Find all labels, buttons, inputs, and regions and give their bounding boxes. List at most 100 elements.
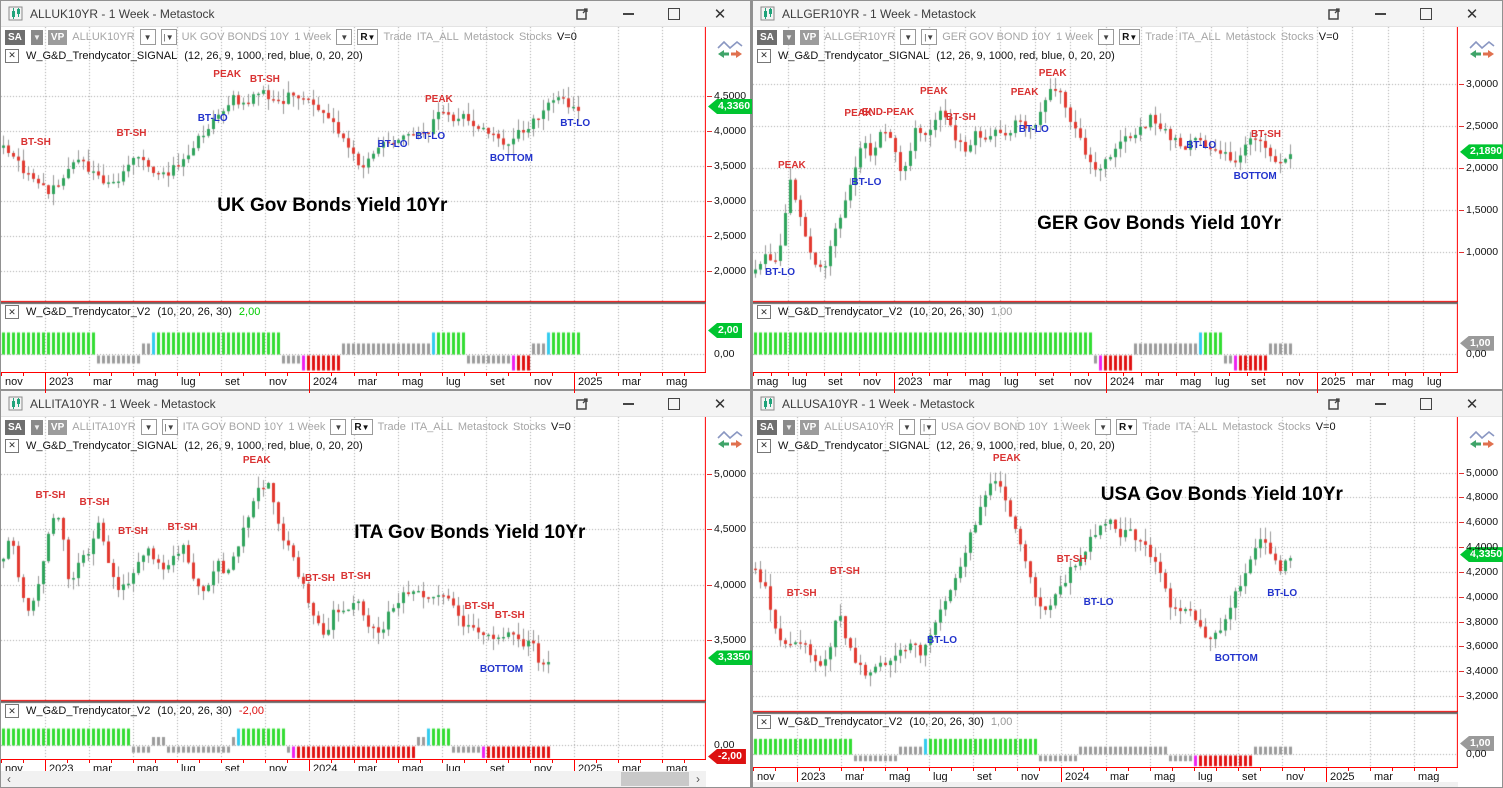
sa-dropdown-icon[interactable]: ▼ xyxy=(30,419,43,435)
vp-button[interactable]: VP xyxy=(799,419,820,435)
trend-signal-icon[interactable] xyxy=(716,39,744,64)
x-checkbox-icon[interactable]: ✕ xyxy=(757,48,771,63)
sa-button[interactable]: SA xyxy=(5,419,25,435)
sa-button[interactable]: SA xyxy=(757,29,777,45)
chart-area[interactable]: SA ▼ VP ALLITA10YR ▼ |▼ ITA GOV BOND 10Y … xyxy=(1,417,707,787)
trend-signal-icon[interactable] xyxy=(1468,39,1496,64)
x-checkbox-icon[interactable]: ✕ xyxy=(757,438,771,453)
time-tick xyxy=(1194,768,1195,771)
signal-indicator-row: ✕ W_G&D_Trendycator_SIGNAL (12, 26, 9, 1… xyxy=(753,437,1461,454)
price-tick-label: 2,5000 xyxy=(1466,120,1499,133)
type-label: Stocks xyxy=(1280,31,1314,43)
price-plot[interactable]: UK Gov Bonds Yield 10Yr BT-SH BT-SH PEAK BT… xyxy=(1,64,706,301)
price-plot[interactable]: GER Gov Bonds Yield 10Yr PEAK PEAK END-PEA… xyxy=(753,64,1458,301)
time-tick xyxy=(67,760,68,763)
titlebar[interactable]: ALLGER10YR - 1 Week - Metastock ✕ xyxy=(753,1,1502,27)
minimize-button[interactable] xyxy=(605,2,651,26)
horizontal-scrollbar[interactable] xyxy=(753,782,1458,787)
price-tick xyxy=(707,529,712,530)
r-dropdown[interactable]: R ▼ xyxy=(1119,29,1141,45)
interval-dropdown[interactable]: |▼ xyxy=(160,29,177,45)
scroll-left-icon[interactable]: ‹ xyxy=(7,772,11,786)
symbol-dropdown[interactable]: ▼ xyxy=(140,419,157,435)
time-label: mag xyxy=(1154,771,1176,783)
maximize-button[interactable] xyxy=(651,2,697,26)
horizontal-scrollbar[interactable]: ‹ › xyxy=(1,771,706,787)
v2-value: -2,00 xyxy=(238,705,264,717)
interval-dropdown[interactable]: |▼ xyxy=(919,419,936,435)
trend-signal-icon[interactable] xyxy=(1468,429,1496,454)
time-tick xyxy=(1370,373,1371,376)
scroll-right-icon[interactable]: › xyxy=(696,772,700,786)
minimize-button[interactable] xyxy=(1357,2,1403,26)
maximize-button[interactable] xyxy=(1403,2,1449,26)
r-dropdown[interactable]: R ▼ xyxy=(357,29,379,45)
chart-label: USA Gov Bonds Yield 10Yr xyxy=(1100,484,1343,506)
popout-button[interactable] xyxy=(559,392,605,416)
time-tick xyxy=(221,760,222,763)
x-checkbox-icon[interactable]: ✕ xyxy=(5,305,19,319)
r-dropdown[interactable]: R ▼ xyxy=(351,419,373,435)
vendor-label: Metastock xyxy=(1222,421,1273,433)
sa-button[interactable]: SA xyxy=(757,419,777,435)
time-label: 2024 xyxy=(1065,771,1090,783)
symbol-dropdown[interactable]: ▼ xyxy=(900,29,917,45)
vp-button[interactable]: VP xyxy=(47,29,68,45)
interval-dropdown[interactable]: |▼ xyxy=(161,419,178,435)
trend-signal-icon[interactable] xyxy=(716,429,744,454)
r-dropdown[interactable]: R ▼ xyxy=(1116,419,1138,435)
sa-button[interactable]: SA xyxy=(5,29,25,45)
x-checkbox-icon[interactable]: ✕ xyxy=(757,305,771,319)
symbol-dropdown[interactable]: ▼ xyxy=(898,419,915,435)
x-checkbox-icon[interactable]: ✕ xyxy=(5,48,19,63)
period-dropdown[interactable]: ▼ xyxy=(1098,29,1115,45)
time-tick xyxy=(1388,373,1389,376)
maximize-button[interactable] xyxy=(651,392,697,416)
sa-dropdown-icon[interactable]: ▼ xyxy=(782,419,795,435)
price-plot[interactable]: USA Gov Bonds Yield 10Yr BT-SH BT-SH PEAK B… xyxy=(753,453,1458,711)
x-checkbox-icon[interactable]: ✕ xyxy=(5,704,19,718)
close-button[interactable]: ✕ xyxy=(1465,5,1479,23)
titlebar[interactable]: ALLUSA10YR - 1 Week - Metastock ✕ xyxy=(753,391,1502,417)
volume-label: V=0 xyxy=(551,421,571,433)
chart-area[interactable]: SA ▼ VP ALLUK10YR ▼ |▼ UK GOV BONDS 10Y 1… xyxy=(1,27,707,393)
v2-value: 1,00 xyxy=(990,306,1013,318)
vp-button[interactable]: VP xyxy=(47,419,68,435)
chart-area[interactable]: SA ▼ VP ALLGER10YR ▼ |▼ GER GOV BOND 10Y … xyxy=(753,27,1459,393)
minimize-button[interactable] xyxy=(605,392,651,416)
interval-dropdown[interactable]: |▼ xyxy=(921,29,938,45)
time-tick xyxy=(133,760,134,763)
sa-dropdown-icon[interactable]: ▼ xyxy=(782,29,795,45)
period-dropdown[interactable]: ▼ xyxy=(336,29,353,45)
vendor-label: Metastock xyxy=(1225,31,1276,43)
close-button[interactable]: ✕ xyxy=(713,5,727,23)
vendor-label: Metastock xyxy=(463,31,514,43)
price-tick-label: 3,6000 xyxy=(1466,640,1499,653)
period-dropdown[interactable]: ▼ xyxy=(330,419,347,435)
type-label: Stocks xyxy=(513,421,547,433)
time-tick xyxy=(23,373,24,376)
popout-button[interactable] xyxy=(1311,2,1357,26)
time-tick xyxy=(331,373,332,376)
popout-button[interactable] xyxy=(1311,392,1357,416)
vp-button[interactable]: VP xyxy=(799,29,820,45)
period-dropdown[interactable]: ▼ xyxy=(1095,419,1112,435)
time-tick xyxy=(111,373,112,376)
minimize-button[interactable] xyxy=(1357,392,1403,416)
price-tick xyxy=(1459,671,1464,672)
symbol-dropdown[interactable]: ▼ xyxy=(139,29,156,45)
titlebar[interactable]: ALLITA10YR - 1 Week - Metastock ✕ xyxy=(1,391,750,417)
titlebar[interactable]: ALLUK10YR - 1 Week - Metastock ✕ xyxy=(1,1,750,27)
maximize-button[interactable] xyxy=(1403,392,1449,416)
scrollbar-thumb[interactable] xyxy=(621,772,689,786)
x-checkbox-icon[interactable]: ✕ xyxy=(757,715,771,729)
price-tick xyxy=(1459,168,1464,169)
chart-area[interactable]: SA ▼ VP ALLUSA10YR ▼ |▼ USA GOV BOND 10Y … xyxy=(753,417,1459,787)
price-plot[interactable]: ITA Gov Bonds Yield 10Yr BT-SH BT-SH BT-SH… xyxy=(1,454,706,700)
sa-dropdown-icon[interactable]: ▼ xyxy=(30,29,43,45)
close-button[interactable]: ✕ xyxy=(1465,395,1479,413)
close-button[interactable]: ✕ xyxy=(713,395,727,413)
popout-button[interactable] xyxy=(559,2,605,26)
year-separator xyxy=(1326,768,1327,786)
x-checkbox-icon[interactable]: ✕ xyxy=(5,438,19,453)
